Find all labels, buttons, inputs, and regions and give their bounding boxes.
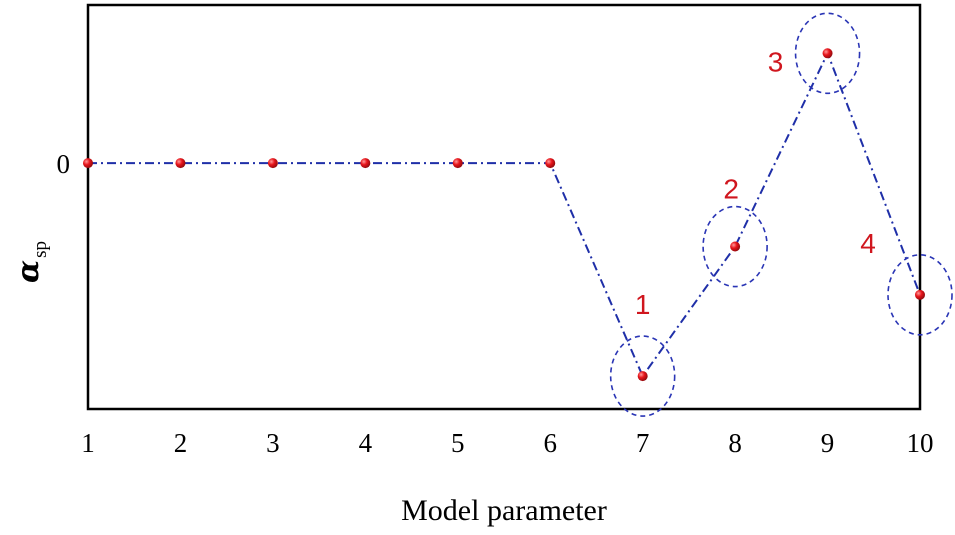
x-tick-label-8: 8 (728, 428, 742, 458)
data-point-4 (360, 158, 371, 169)
x-tick-label-6: 6 (543, 428, 557, 458)
x-tick-label-3: 3 (266, 428, 280, 458)
y-axis-title-symbol: α (11, 260, 46, 283)
data-point-6 (545, 158, 556, 169)
data-point-9 (822, 48, 833, 59)
plot-frame (86, 3, 922, 411)
x-tick-labels: 1 2 3 4 5 6 7 8 9 10 (81, 428, 933, 458)
y-axis-title-subscript: sp (30, 241, 51, 258)
x-tick-label-9: 9 (821, 428, 835, 458)
data-point-10 (915, 289, 925, 300)
x-tick-label-5: 5 (451, 428, 465, 458)
annotation-label-4: 4 (860, 228, 876, 259)
annotation-label-1: 1 (635, 289, 651, 320)
data-point-1 (83, 158, 93, 169)
series-line (88, 50, 921, 379)
annotation-circle-1 (609, 335, 676, 417)
data-point-8 (730, 241, 741, 252)
annotation-label-2: 2 (723, 174, 739, 205)
data-point-7 (637, 371, 648, 382)
annotation-label-3: 3 (768, 46, 784, 77)
x-tick-label-2: 2 (174, 428, 188, 458)
x-tick-label-1: 1 (81, 428, 95, 458)
x-axis-title: Model parameter (401, 494, 607, 527)
data-points (83, 48, 925, 382)
data-point-5 (452, 158, 463, 169)
data-point-3 (267, 158, 278, 169)
x-tick-label-10: 10 (907, 428, 934, 458)
annotation-circle-2 (702, 205, 768, 288)
y-axis-title: α sp (11, 241, 51, 283)
annotation-circle-3 (794, 12, 861, 95)
annotation-labels: 1 2 3 4 (635, 46, 876, 320)
y-tick-labels: 0 (57, 149, 71, 179)
annotation-circles (609, 12, 953, 417)
series-layer (88, 50, 921, 379)
annotation-circle-4 (887, 254, 953, 336)
y-tick-label-0: 0 (57, 149, 71, 179)
x-tick-label-7: 7 (636, 428, 650, 458)
data-point-2 (175, 158, 186, 169)
svg-text:αsp: α sp (11, 241, 51, 283)
x-tick-label-4: 4 (359, 428, 373, 458)
